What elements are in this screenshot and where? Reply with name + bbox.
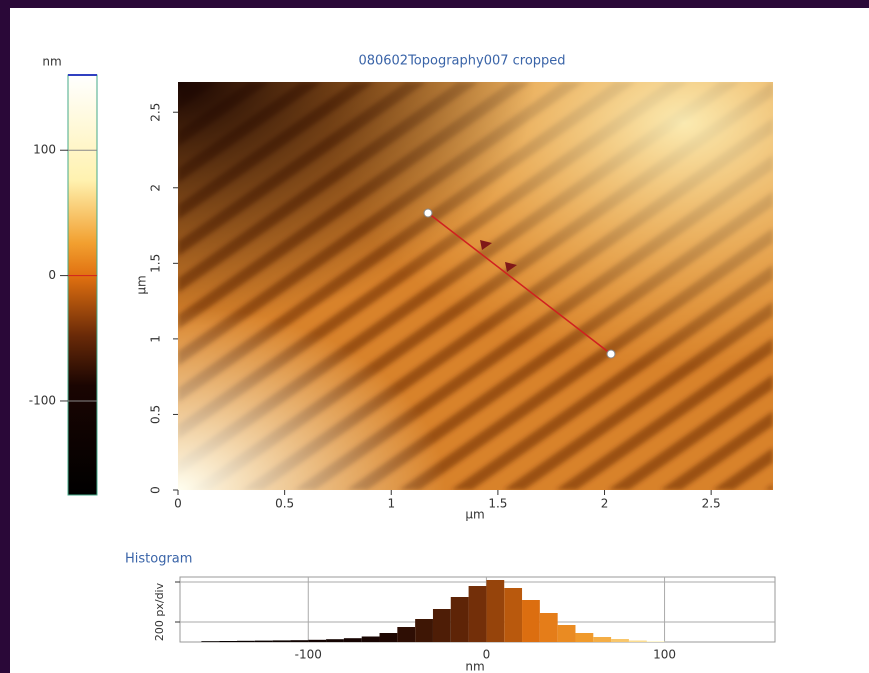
histogram-bar: [308, 639, 327, 642]
x-tick-label: 2: [601, 497, 609, 511]
x-tick-label: 100: [653, 648, 676, 662]
histogram-bar: [201, 641, 220, 642]
histogram-bar: [361, 636, 380, 642]
histogram-x-label: nm: [465, 660, 484, 673]
x-tick-label: -100: [295, 648, 322, 662]
x-axis-label: µm: [465, 508, 484, 522]
histogram-bar: [272, 640, 291, 642]
histogram-bar: [486, 580, 505, 642]
histogram-bar: [379, 633, 398, 642]
histogram-y-label: 200 px/div: [153, 582, 166, 641]
histogram-bar: [450, 597, 469, 642]
y-axis-label: µm: [135, 275, 149, 294]
histogram-bar: [628, 640, 647, 642]
histogram-bar: [504, 588, 523, 642]
histogram-bar: [557, 625, 576, 642]
colorbar-tick-label: 100: [33, 143, 56, 157]
histogram-bar: [575, 633, 594, 642]
y-tick-label: 1: [149, 335, 163, 343]
histogram-bar: [522, 600, 540, 642]
histogram-bar: [593, 637, 612, 642]
y-tick-label: 2.5: [149, 103, 163, 122]
topography-image: [178, 82, 773, 490]
y-tick-label: 0: [149, 486, 163, 494]
histogram-bar: [219, 641, 238, 642]
histogram-bar: [611, 639, 629, 642]
x-tick-label: 1.5: [488, 497, 507, 511]
colorbar: [67, 74, 98, 496]
x-tick-label: 0: [483, 648, 491, 662]
histogram-bar: [432, 609, 451, 642]
histogram-title: Histogram: [125, 552, 192, 567]
y-tick-label: 0.5: [149, 405, 163, 424]
histogram-bar: [343, 638, 362, 642]
histogram-bar: [254, 640, 273, 642]
x-tick-label: 0.5: [275, 497, 294, 511]
x-tick-label: 1: [387, 497, 395, 511]
colorbar-tick-label: 0: [48, 268, 56, 282]
histogram-bar: [237, 640, 255, 642]
histogram-bar: [539, 613, 558, 642]
profile-line: [423, 208, 616, 359]
histogram-bar: [290, 640, 309, 642]
y-tick-label: 1.5: [149, 254, 163, 273]
x-tick-label: 2.5: [702, 497, 721, 511]
x-tick-label: 0: [174, 497, 182, 511]
colorbar-tick-label: -100: [29, 393, 56, 407]
histogram-bar: [326, 639, 344, 642]
histogram-bar: [646, 641, 665, 642]
histogram-bar: [397, 627, 416, 642]
colorbar-unit: nm: [42, 55, 61, 69]
y-tick-label: 2: [149, 184, 163, 192]
image-title: 080602Topography007 cropped: [358, 54, 565, 69]
histogram-bar: [468, 586, 487, 642]
histogram-bar: [415, 619, 433, 642]
